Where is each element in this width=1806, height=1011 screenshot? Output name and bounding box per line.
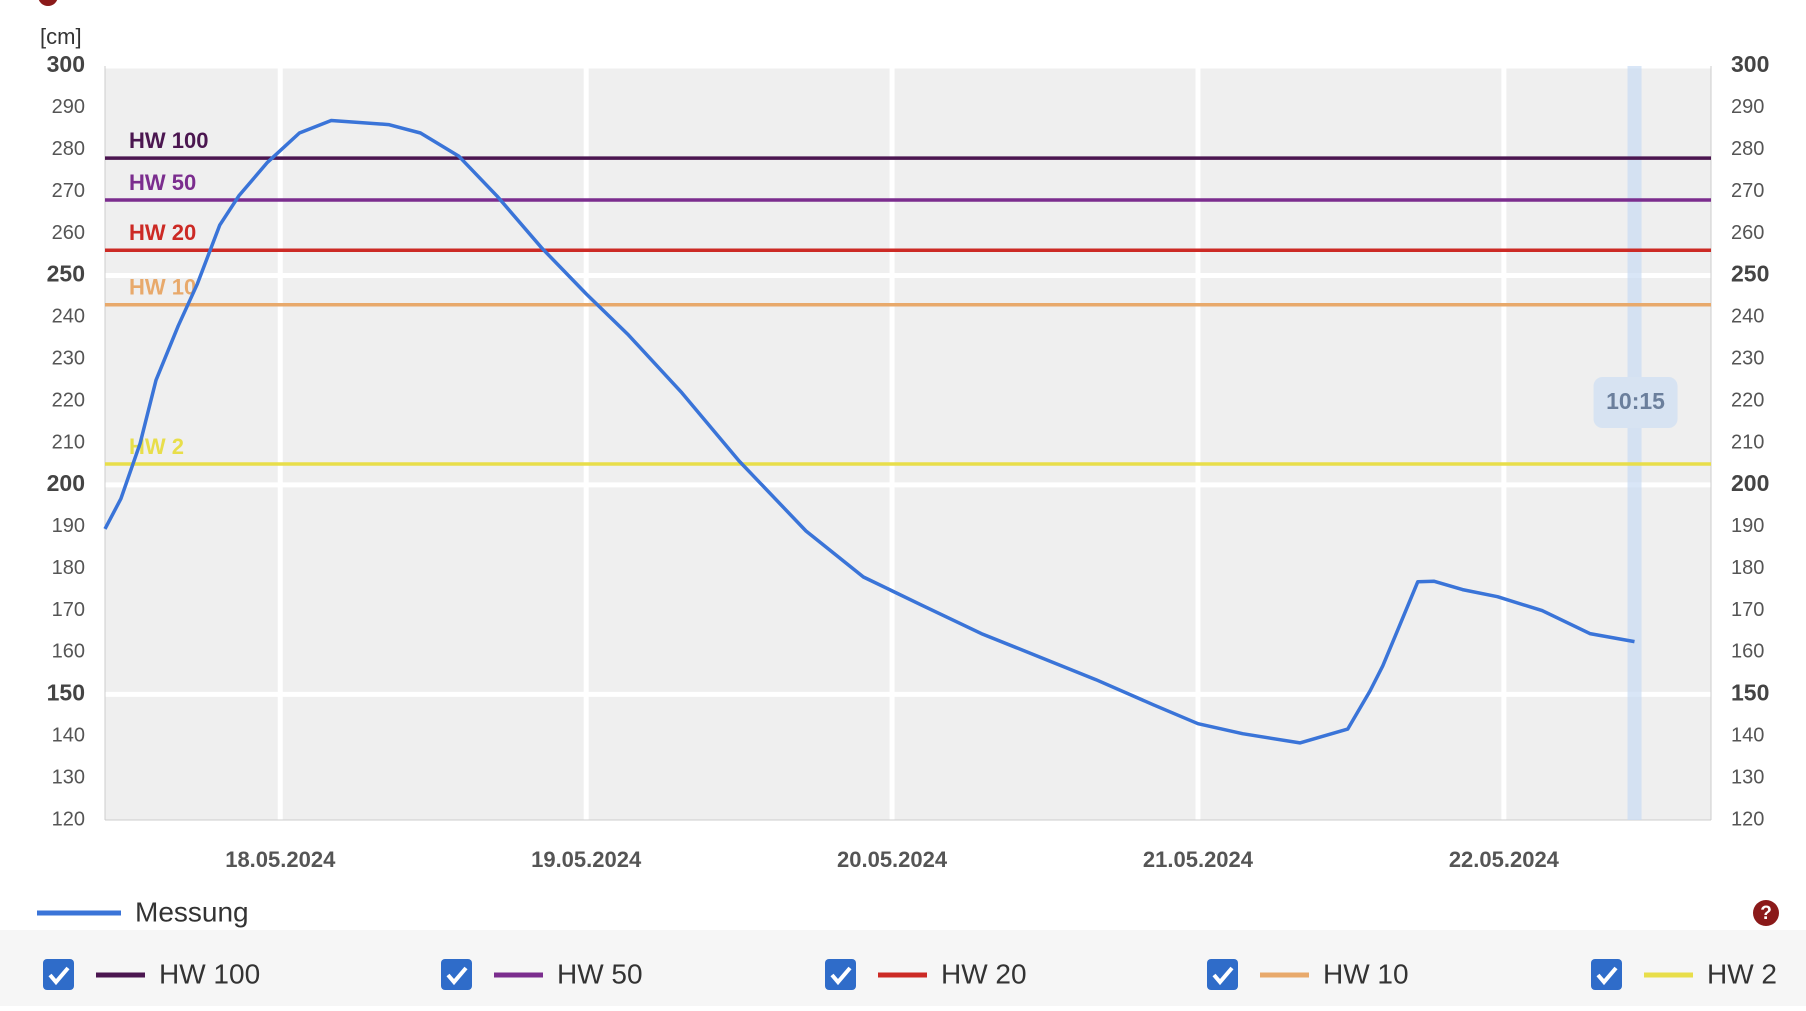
y2-tick-label: 300	[1731, 51, 1769, 77]
legend-label[interactable]: Messung	[135, 896, 249, 927]
threshold-label: HW 10	[129, 275, 196, 300]
y2-tick-label: 290	[1731, 96, 1764, 118]
y-tick-label: 240	[52, 306, 85, 328]
y-tick-label: 200	[47, 470, 85, 496]
checkbox[interactable]	[43, 959, 74, 990]
legend-label[interactable]: HW 20	[941, 958, 1027, 989]
checkbox-check	[48, 966, 70, 986]
y-tick-label: 150	[47, 679, 85, 705]
y-tick-label: 260	[52, 222, 85, 244]
y2-tick-label: 240	[1731, 306, 1764, 328]
x-tick-label: 19.05.2024	[531, 847, 642, 872]
checkbox[interactable]	[825, 959, 856, 990]
y2-tick-label: 230	[1731, 348, 1764, 370]
y2-tick-label: 140	[1731, 725, 1764, 747]
legend-label[interactable]: HW 2	[1707, 958, 1777, 989]
y2-tick-label: 190	[1731, 515, 1764, 537]
legend-band	[0, 930, 1806, 1006]
current-time-label: 10:15	[1593, 377, 1678, 428]
y-tick-label: 120	[52, 808, 85, 830]
y-tick-label: 290	[52, 96, 85, 118]
checkbox[interactable]	[1591, 959, 1622, 990]
x-tick-label: 18.05.2024	[225, 847, 336, 872]
legend-label[interactable]: HW 10	[1323, 958, 1409, 989]
y-tick-label: 130	[52, 766, 85, 788]
y2-tick-label: 260	[1731, 222, 1764, 244]
y2-tick-label: 210	[1731, 431, 1764, 453]
tooltip-text: 10:15	[1606, 388, 1665, 414]
plot-area	[105, 66, 1711, 820]
y2-tick-label: 270	[1731, 180, 1764, 202]
checkbox[interactable]	[441, 959, 472, 990]
y2-tick-label: 280	[1731, 138, 1764, 160]
y-tick-label: 230	[52, 348, 85, 370]
y-tick-label: 300	[47, 51, 85, 77]
y-tick-label: 220	[52, 389, 85, 411]
help-icon-glyph: ?	[1760, 903, 1772, 924]
x-tick-label: 20.05.2024	[837, 847, 948, 872]
y-tick-label: 170	[52, 599, 85, 621]
x-tick-label: 22.05.2024	[1449, 847, 1560, 872]
help-icon[interactable]	[38, 0, 58, 6]
y-tick-label: 250	[47, 261, 85, 287]
y2-tick-label: 150	[1731, 679, 1769, 705]
checkbox-check	[446, 966, 468, 986]
y2-tick-label: 200	[1731, 470, 1769, 496]
y-tick-label: 190	[52, 515, 85, 537]
threshold-label: HW 20	[129, 220, 196, 245]
y-tick-label: 180	[52, 557, 85, 579]
y2-tick-label: 220	[1731, 389, 1764, 411]
y2-tick-label: 180	[1731, 557, 1764, 579]
current-time-band	[1627, 66, 1642, 820]
y2-tick-label: 130	[1731, 766, 1764, 788]
tooltip-box	[1593, 377, 1678, 428]
y2-tick-label: 120	[1731, 808, 1764, 830]
help-icon[interactable]	[1753, 900, 1779, 926]
y-tick-label: 160	[52, 641, 85, 663]
y2-tick-label: 160	[1731, 641, 1764, 663]
y-unit: [cm]	[40, 24, 82, 49]
checkbox-check	[1212, 966, 1234, 986]
y-tick-label: 270	[52, 180, 85, 202]
y-tick-label: 280	[52, 138, 85, 160]
checkbox-check	[1596, 966, 1618, 986]
legend-label[interactable]: HW 100	[159, 958, 260, 989]
y-tick-label: 140	[52, 725, 85, 747]
y2-tick-label: 170	[1731, 599, 1764, 621]
y-tick-label: 210	[52, 431, 85, 453]
threshold-label: HW 100	[129, 128, 208, 153]
legend-label[interactable]: HW 50	[557, 958, 643, 989]
checkbox[interactable]	[1207, 959, 1238, 990]
threshold-label: HW 50	[129, 170, 196, 195]
data-line	[103, 118, 1635, 745]
checkbox-check	[830, 966, 852, 986]
x-tick-label: 21.05.2024	[1143, 847, 1254, 872]
y2-tick-label: 250	[1731, 261, 1769, 287]
